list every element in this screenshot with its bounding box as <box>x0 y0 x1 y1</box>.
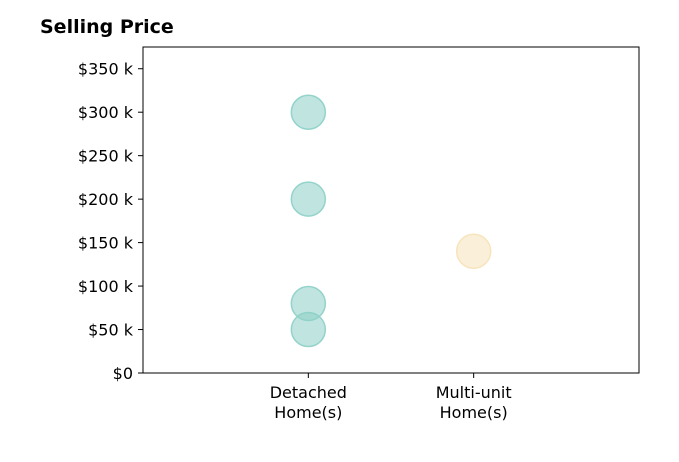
data-point <box>290 311 327 348</box>
data-point <box>455 233 492 270</box>
y-tick-label: $150 k <box>78 234 134 253</box>
data-point <box>290 181 327 217</box>
y-tick-label: $300 k <box>78 103 134 122</box>
x-tick-label: Detached Home(s) <box>270 383 347 422</box>
x-axis: Detached Home(s) Multi-unit Home(s) <box>270 373 512 422</box>
data-points <box>290 94 492 348</box>
y-axis: $0 $50 k $100 k $150 k $200 k $250 k $300 k $35… <box>78 60 143 383</box>
y-tick-label: $200 k <box>78 190 134 209</box>
y-tick-label: $50 k <box>88 321 134 340</box>
chart-title: Selling Price <box>40 16 174 38</box>
y-tick-label: $250 k <box>78 147 134 166</box>
x-tick-label: Multi-unit Home(s) <box>436 383 512 422</box>
data-point <box>290 94 327 130</box>
y-tick-label: $0 <box>113 364 133 383</box>
plot-frame <box>142 46 640 374</box>
y-tick-label: $100 k <box>78 277 134 296</box>
y-tick-label: $350 k <box>78 60 134 79</box>
